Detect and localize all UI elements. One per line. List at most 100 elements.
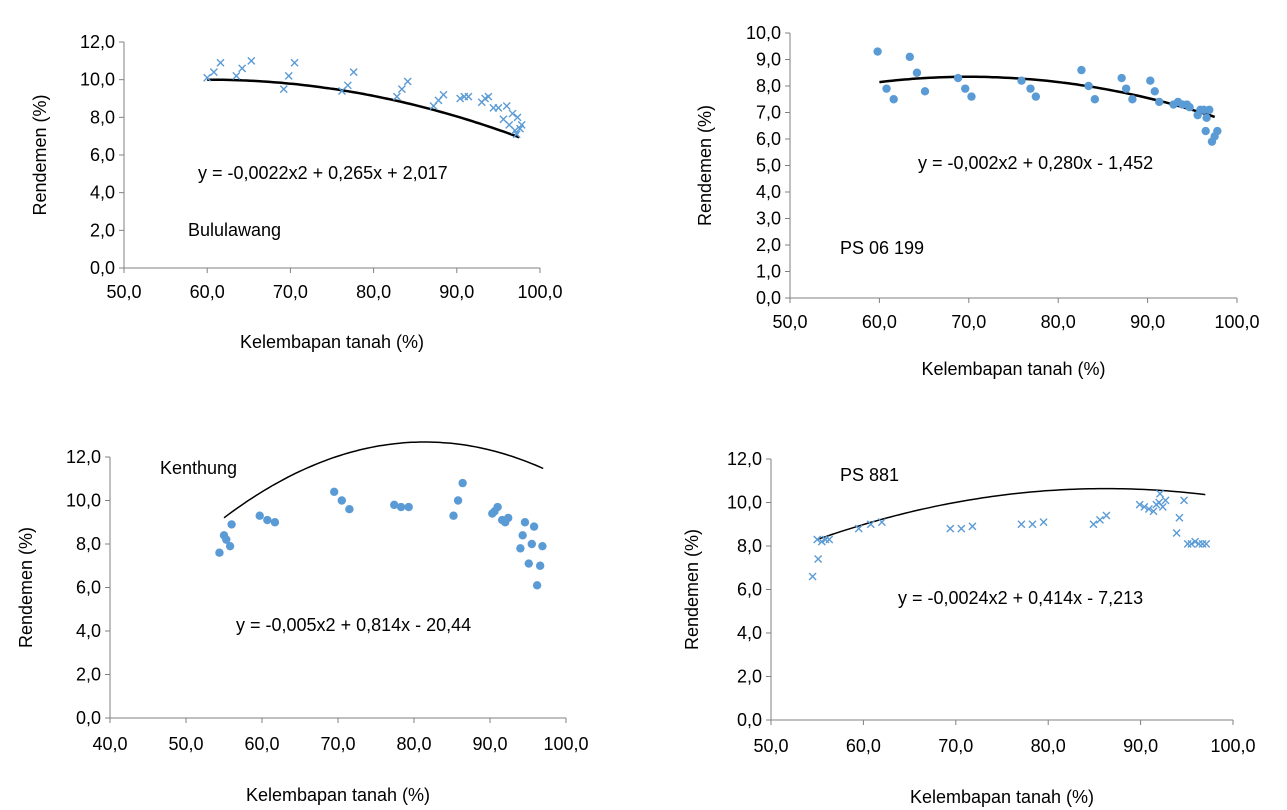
y-tick-label: 4,0 bbox=[76, 621, 101, 641]
data-point bbox=[1161, 496, 1170, 505]
data-point bbox=[337, 496, 346, 505]
x-tick-label: 100,0 bbox=[1210, 736, 1255, 756]
data-point bbox=[502, 102, 511, 111]
data-point bbox=[403, 77, 412, 86]
trendline bbox=[223, 441, 544, 519]
data-point bbox=[439, 90, 448, 99]
data-point bbox=[1150, 87, 1159, 96]
y-tick-label: 6,0 bbox=[76, 578, 101, 598]
y-tick-label: 10,0 bbox=[746, 23, 781, 43]
data-point bbox=[349, 68, 358, 77]
data-point bbox=[330, 487, 339, 496]
y-tick-label: 8,0 bbox=[90, 107, 115, 127]
data-point bbox=[1026, 84, 1035, 93]
y-tick-label: 0,0 bbox=[737, 710, 762, 730]
data-point bbox=[263, 515, 272, 525]
chart-panel-4: 0,0 2,0 4,0 6,0 8,0 10,0 12,0 50,0 60,0 70,0 80,0 9… bbox=[682, 449, 1256, 807]
y-tick-label: 10,0 bbox=[66, 491, 101, 511]
data-point bbox=[279, 85, 288, 94]
data-point bbox=[484, 92, 493, 101]
data-point bbox=[518, 531, 527, 540]
data-point bbox=[512, 130, 521, 139]
y-tick-label: 5,0 bbox=[756, 156, 781, 176]
data-point bbox=[1031, 92, 1041, 101]
data-point bbox=[866, 520, 875, 529]
x-tick-label: 50,0 bbox=[753, 736, 788, 756]
data-point bbox=[222, 535, 231, 544]
y-tick-label: 2,0 bbox=[76, 665, 101, 685]
data-point bbox=[343, 81, 352, 90]
data-point bbox=[508, 109, 517, 118]
x-tick-label: 70,0 bbox=[951, 312, 986, 332]
y-tick-label: 2,0 bbox=[756, 235, 781, 255]
x-tick-label: 50,0 bbox=[106, 282, 141, 302]
x-tick-label: 70,0 bbox=[273, 282, 308, 302]
data-point bbox=[1144, 505, 1153, 514]
panel-label: PS 06 199 bbox=[840, 238, 924, 258]
y-tick-label: 10,0 bbox=[80, 70, 115, 90]
x-tick-label: 80,0 bbox=[356, 282, 391, 302]
data-point bbox=[404, 502, 413, 512]
data-point bbox=[1202, 113, 1211, 123]
data-point bbox=[968, 522, 977, 531]
data-point bbox=[825, 535, 834, 544]
x-tick-label: 50,0 bbox=[168, 734, 203, 754]
trendline-equation: y = -0,002x2 + 0,280x - 1,452 bbox=[918, 153, 1153, 173]
data-point bbox=[1089, 520, 1098, 529]
trendline bbox=[207, 78, 520, 139]
data-point bbox=[209, 68, 218, 77]
data-point bbox=[493, 502, 502, 512]
data-point bbox=[1158, 502, 1167, 511]
data-point bbox=[238, 64, 247, 73]
y-tick-label: 2,0 bbox=[90, 220, 115, 240]
trendline bbox=[879, 75, 1216, 119]
data-point bbox=[538, 541, 547, 551]
panel-label: Kenthung bbox=[160, 458, 237, 478]
x-axis-title: Kelembapan tanah (%) bbox=[240, 332, 424, 352]
data-point bbox=[1121, 84, 1131, 93]
data-point bbox=[392, 92, 401, 101]
data-point bbox=[1172, 528, 1181, 537]
data-point bbox=[453, 496, 463, 505]
trendline bbox=[816, 487, 1206, 541]
data-point bbox=[814, 555, 823, 564]
y-axis-title: Rendemen (%) bbox=[16, 527, 36, 648]
x-axis-title: Kelembapan tanah (%) bbox=[921, 359, 1105, 379]
data-point bbox=[513, 113, 522, 122]
data-point bbox=[957, 524, 966, 533]
y-axis-title: Rendemen (%) bbox=[682, 529, 702, 650]
data-point bbox=[1128, 95, 1137, 104]
data-point bbox=[1135, 500, 1144, 509]
panel-label: PS 881 bbox=[840, 465, 899, 485]
x-tick-label: 80,0 bbox=[1031, 736, 1066, 756]
x-tick-label: 70,0 bbox=[938, 736, 973, 756]
trendline-equation: y = -0,0022x2 + 0,265x + 2,017 bbox=[198, 163, 448, 183]
x-tick-label: 50,0 bbox=[772, 312, 807, 332]
data-point bbox=[920, 87, 930, 96]
data-point bbox=[290, 58, 299, 67]
y-tick-label: 6,0 bbox=[90, 145, 115, 165]
x-tick-label: 80,0 bbox=[396, 734, 431, 754]
y-tick-label: 1,0 bbox=[756, 262, 781, 282]
data-point bbox=[1146, 76, 1155, 85]
data-point bbox=[1140, 502, 1149, 511]
data-point bbox=[1175, 513, 1184, 522]
data-point bbox=[1017, 520, 1026, 529]
data-point bbox=[255, 511, 264, 520]
x-axis-title: Kelembapan tanah (%) bbox=[246, 785, 430, 805]
x-axis-title: Kelembapan tanah (%) bbox=[910, 787, 1094, 807]
y-tick-label: 8,0 bbox=[76, 534, 101, 554]
data-point bbox=[517, 120, 526, 129]
x-tick-label: 60,0 bbox=[244, 734, 279, 754]
y-tick-label: 0,0 bbox=[76, 708, 101, 728]
data-point bbox=[1028, 520, 1037, 529]
data-point bbox=[953, 73, 963, 83]
data-point bbox=[225, 541, 235, 551]
data-point bbox=[1201, 126, 1210, 136]
data-point bbox=[808, 572, 817, 581]
y-tick-label: 7,0 bbox=[756, 103, 781, 123]
trendline-equation: y = -0,0024x2 + 0,414x - 7,213 bbox=[898, 588, 1143, 608]
x-tick-label: 100,0 bbox=[517, 282, 562, 302]
data-point bbox=[912, 68, 922, 77]
